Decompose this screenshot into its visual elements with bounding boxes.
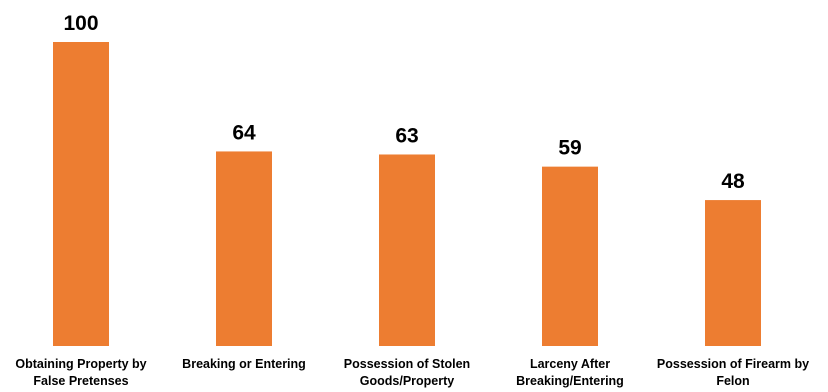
category-label-line: Breaking or Entering	[182, 357, 306, 371]
category-label-3: Possession of Stolen Goods/Property	[344, 357, 470, 388]
data-label-3: 63	[395, 124, 418, 147]
category-label-2: Breaking or Entering	[182, 357, 306, 371]
category-label-5: Possession of Firearm by Felon	[657, 357, 809, 388]
data-label-1: 100	[63, 12, 98, 35]
bar-3	[379, 154, 435, 346]
data-label-4: 59	[558, 137, 581, 160]
category-label-1: Obtaining Property by False Pretenses	[15, 357, 146, 388]
data-label-5: 48	[721, 170, 745, 193]
value-labels-group: 100 64 63 59 48	[63, 12, 745, 193]
category-label-line: False Pretenses	[33, 374, 128, 388]
category-label-4: Larceny After Breaking/Entering	[516, 357, 624, 388]
bar-1	[53, 42, 109, 346]
category-labels-group: Obtaining Property by False Pretenses Brea…	[15, 357, 809, 388]
bars-group	[53, 42, 761, 346]
category-label-line: Felon	[716, 374, 749, 388]
category-label-line: Breaking/Entering	[516, 374, 624, 388]
category-label-line: Obtaining Property by	[15, 357, 146, 371]
category-label-line: Larceny After	[530, 357, 610, 371]
bar-5	[705, 200, 761, 346]
category-label-line: Goods/Property	[360, 374, 455, 388]
bar-2	[216, 151, 272, 346]
bar-4	[542, 166, 598, 346]
category-label-line: Possession of Stolen	[344, 357, 470, 371]
data-label-2: 64	[232, 121, 256, 144]
category-label-line: Possession of Firearm by	[657, 357, 809, 371]
